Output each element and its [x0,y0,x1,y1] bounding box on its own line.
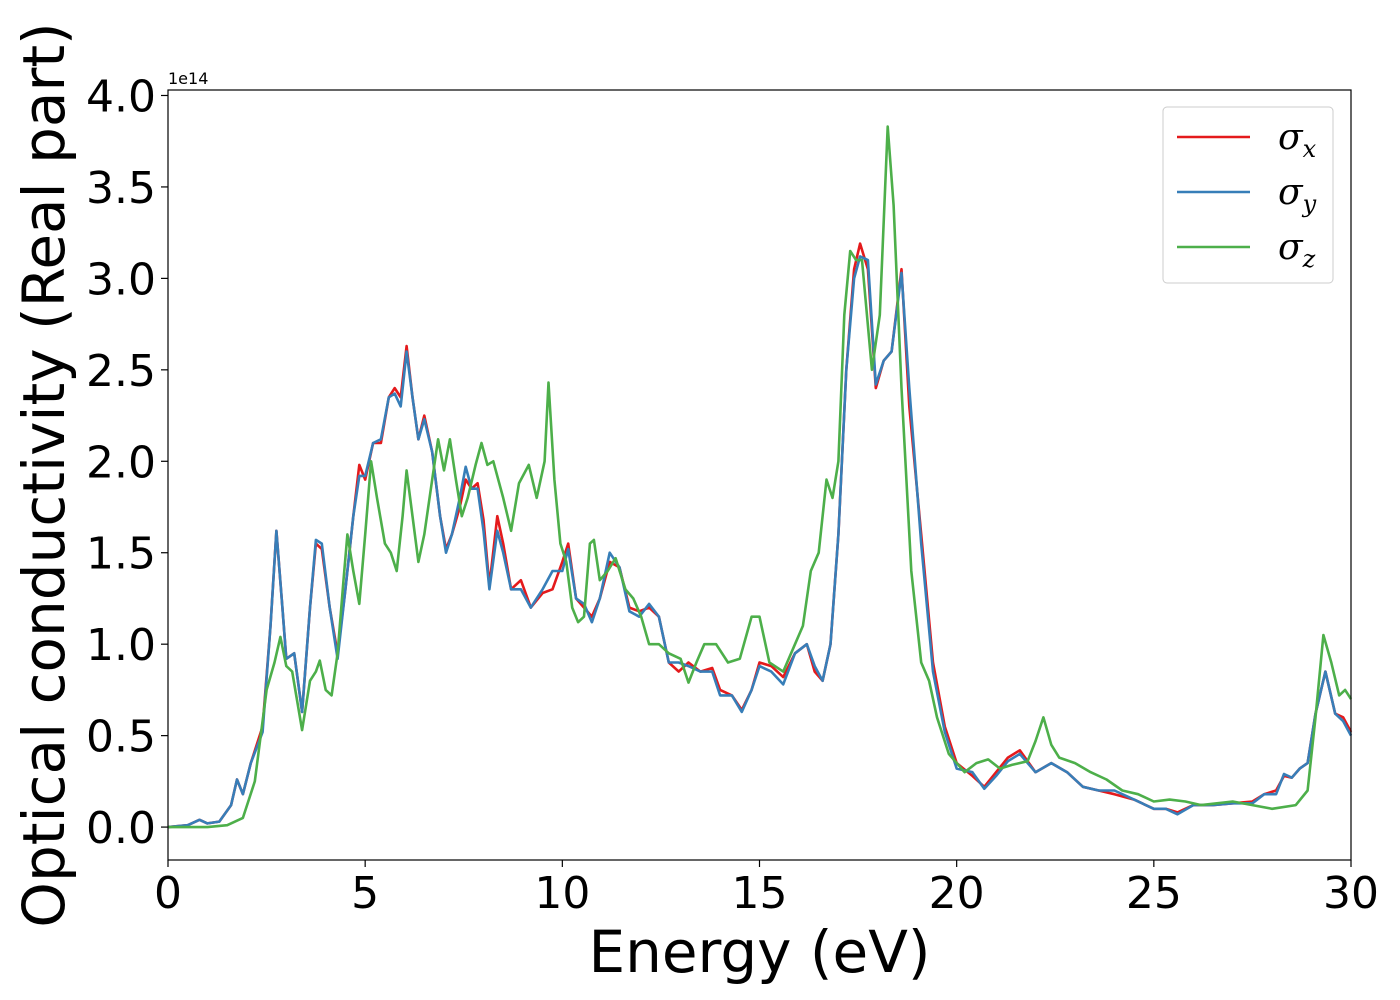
legend-box [1162,106,1334,284]
x-axis-label: Energy (eV) [588,918,930,986]
x-tick-label: 20 [929,868,985,919]
legend: σx σy σz [1162,106,1334,284]
x-tick-label: 15 [732,868,788,919]
y-tick-label: 2.0 [86,437,156,488]
x-tick-label: 5 [351,868,379,919]
axis-ticks: 0 5 10 15 20 25 30 0.0 0.5 1.0 1.5 2.0 2.5 3.0 3.5 4.0 [86,71,1379,919]
y-axis-offset-label: 1e14 [168,69,208,88]
series-lines [167,125,1353,829]
y-tick-label: 0.5 [86,712,156,763]
plot-frame [167,89,1352,861]
y-tick-label: 3.0 [86,254,156,305]
legend-label-z: σz [1278,227,1316,273]
x-tick-label: 30 [1323,868,1379,919]
series-line-z [168,125,1353,829]
y-tick-label: 3.5 [86,163,156,214]
y-axis-label: Optical conductivity (Real part) [10,22,78,927]
x-tick-label: 25 [1126,868,1182,919]
legend-label-y: σy [1278,172,1317,218]
y-tick-label: 1.0 [86,620,156,671]
legend-label-x: σx [1278,117,1317,163]
series-line-x [167,242,1353,829]
x-tick-label: 0 [154,868,182,919]
series-line-y [167,255,1353,829]
x-tick-label: 10 [534,868,590,919]
y-tick-label: 4.0 [86,71,156,122]
y-tick-label: 0.0 [86,803,156,854]
y-tick-label: 2.5 [86,346,156,397]
y-tick-label: 1.5 [86,529,156,580]
